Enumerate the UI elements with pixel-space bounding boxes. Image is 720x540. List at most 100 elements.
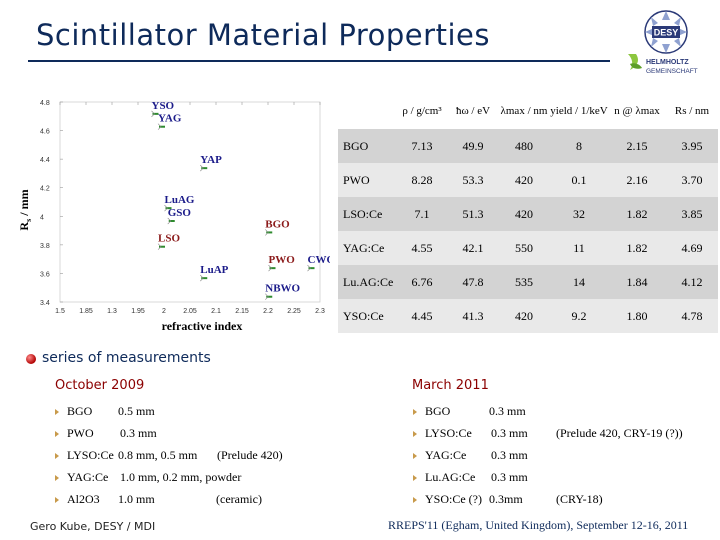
point-arrow — [151, 110, 155, 118]
measurement-name: LYSO:Ce — [55, 448, 114, 463]
table-cell: 1.82 — [608, 197, 666, 231]
page-title: Scintillator Material Properties — [36, 18, 490, 52]
x-axis-label: refractive index — [162, 319, 243, 333]
table-cell: 47.8 — [448, 265, 498, 299]
data-point-yap: YAP — [200, 154, 222, 172]
material-properties-table: ρ / g/cm³ ħω / eV λmax / nm yield / 1/ke… — [338, 93, 718, 333]
table-cell: 4.69 — [666, 231, 718, 265]
table-cell: 11 — [550, 231, 608, 265]
x-tick-label: 1.85 — [79, 308, 93, 315]
measurement-value: 1.0 mm, 0.2 mm, powder — [120, 470, 242, 484]
table-cell: 4.55 — [396, 231, 448, 265]
data-point-pwo: PWO — [268, 254, 296, 272]
point-label: BGO — [265, 218, 290, 230]
logo-line1: HELMHOLTZ — [646, 59, 689, 66]
measurement-name: PWO — [55, 426, 94, 441]
data-point-gso: GSO — [167, 207, 192, 225]
bullet-triangle-icon — [413, 475, 417, 482]
table-cell: 1.80 — [608, 299, 666, 333]
measurement-value: 0.3 mm — [491, 426, 528, 440]
table-row: YAG:Ce 4.55 42.1 550 11 1.82 4.69 — [338, 231, 718, 265]
logo-badge: DESY — [654, 28, 679, 38]
measurement-value: 0.3 mm — [489, 404, 526, 418]
table-cell: 420 — [498, 163, 550, 197]
bullet-icon — [26, 354, 36, 364]
table-row: BGO 7.13 49.9 480 8 2.15 3.95 — [338, 128, 718, 163]
table-cell: 1.82 — [608, 231, 666, 265]
y-tick-labels: 4.8 4.6 4.4 4.2 4 3.8 3.6 3.4 — [40, 100, 63, 307]
point-label: LSO — [158, 233, 180, 245]
x-tick-label: 1.95 — [131, 308, 145, 315]
header-density: ρ / g/cm³ — [396, 93, 448, 129]
data-point-lso: LSO — [157, 233, 180, 250]
table-cell: 3.85 — [666, 197, 718, 231]
table-cell: 535 — [498, 265, 550, 299]
table-cell: 6.76 — [396, 265, 448, 299]
y-tick-label: 3.4 — [40, 300, 50, 307]
data-point-bgo: BGO — [265, 218, 290, 236]
material-name: YAG:Ce — [338, 231, 396, 265]
series-label: series of measurements — [42, 350, 211, 366]
header-lambda-max: λmax / nm — [498, 93, 550, 129]
point-arrow — [167, 217, 172, 225]
bullet-triangle-icon — [413, 409, 417, 416]
table-cell: 420 — [498, 197, 550, 231]
measurement-name: YAG:Ce — [413, 448, 466, 463]
measurement-name: YAG:Ce — [55, 470, 108, 485]
data-point-cwo: CWO — [307, 254, 330, 272]
point-label: GSO — [168, 207, 192, 219]
table-cell: 51.3 — [448, 197, 498, 231]
point-arrow — [268, 264, 272, 272]
table-cell: 8 — [550, 128, 608, 163]
data-point-luap: LuAP — [200, 264, 229, 282]
y-tick-label: 4.4 — [40, 157, 50, 164]
table-cell: 4.45 — [396, 299, 448, 333]
point-arrow — [265, 293, 269, 300]
measurement-note: (Prelude 420, CRY-19 (?)) — [556, 426, 683, 440]
bullet-triangle-icon — [55, 409, 59, 416]
point-arrow — [157, 123, 162, 130]
point-label: PWO — [269, 254, 296, 266]
march-heading: March 2011 — [412, 378, 489, 393]
header-material — [338, 93, 396, 129]
point-label: YSO — [152, 100, 175, 112]
x-tick-label: 2.3 — [315, 308, 325, 315]
x-tick-label: 2 — [162, 308, 166, 315]
table-cell: 1.84 — [608, 265, 666, 299]
point-arrow — [265, 229, 269, 236]
x-tick-label: 2.25 — [287, 308, 301, 315]
table-cell: 2.16 — [608, 163, 666, 197]
bullet-triangle-icon — [55, 453, 59, 460]
desy-helmholtz-logo: DESY HELMHOLTZ GEMEINSCHAFT — [628, 10, 698, 75]
x-tick-label: 1.3 — [107, 308, 117, 315]
x-tick-label: 2.1 — [211, 308, 221, 315]
measurement-note: (Prelude 420) — [217, 448, 283, 462]
measurement-name: LYSO:Ce — [413, 426, 472, 441]
table-cell: 7.1 — [396, 197, 448, 231]
data-point-luag: LuAG — [164, 194, 195, 212]
header-energy: ħω / eV — [448, 93, 498, 129]
y-axis-label-unit: / mm — [18, 189, 31, 218]
x-tick-labels: 1.5 1.85 1.3 1.95 2 2.05 2.1 2.15 2.2 2.25 2.3 — [55, 102, 325, 315]
y-axis-label: R — [18, 222, 31, 231]
october-heading: October 2009 — [55, 378, 145, 393]
measurement-name: Lu.AG:Ce — [413, 470, 475, 485]
data-point-yso: YSO — [151, 100, 175, 118]
bullet-triangle-icon — [413, 497, 417, 504]
svg-text:Rs / mm: Rs / mm — [18, 189, 33, 230]
material-name: LSO:Ce — [338, 197, 396, 231]
data-point-yag: YAG — [157, 113, 182, 130]
x-tick-label: 2.05 — [183, 308, 197, 315]
point-arrow — [157, 243, 162, 250]
point-arrow — [200, 274, 204, 282]
material-name: Lu.AG:Ce — [338, 265, 396, 299]
table-cell: 480 — [498, 128, 550, 163]
table-row: Lu.AG:Ce 6.76 47.8 535 14 1.84 4.12 — [338, 265, 718, 299]
material-name: PWO — [338, 163, 396, 197]
data-point-nbwo: NBWO — [265, 283, 301, 300]
logo-line2: GEMEINSCHAFT — [646, 68, 698, 75]
header-refractive-index: n @ λmax — [608, 93, 666, 129]
y-axis-label-group: Rs / mm — [18, 189, 33, 230]
measurement-note: (CRY-18) — [556, 492, 603, 506]
